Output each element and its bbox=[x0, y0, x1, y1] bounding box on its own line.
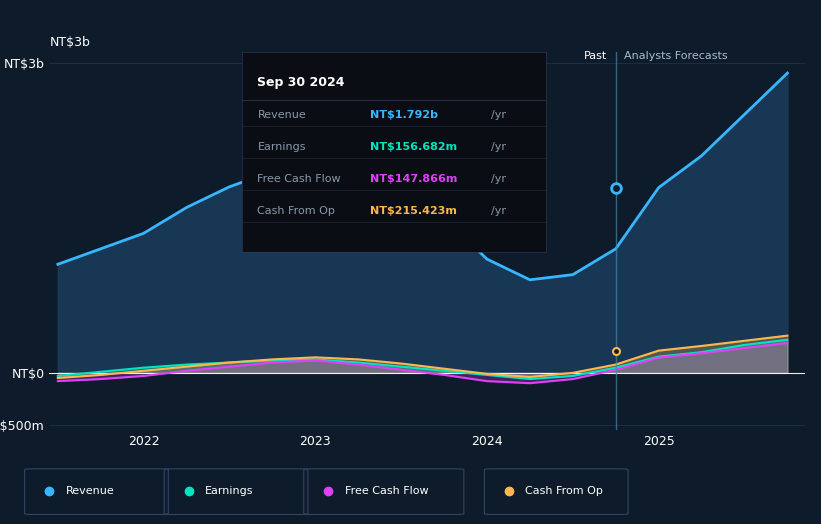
Text: NT$215.423m: NT$215.423m bbox=[369, 206, 456, 216]
Text: NT$147.866m: NT$147.866m bbox=[369, 174, 457, 184]
Text: /yr: /yr bbox=[491, 206, 507, 216]
Text: Past: Past bbox=[584, 51, 608, 61]
Text: /yr: /yr bbox=[491, 174, 507, 184]
Text: Free Cash Flow: Free Cash Flow bbox=[258, 174, 341, 184]
Text: NT$3b: NT$3b bbox=[49, 36, 90, 49]
Text: Earnings: Earnings bbox=[258, 142, 306, 152]
Text: Cash From Op: Cash From Op bbox=[525, 486, 603, 496]
Text: /yr: /yr bbox=[491, 142, 507, 152]
Text: /yr: /yr bbox=[491, 110, 507, 120]
Text: NT$1.792b: NT$1.792b bbox=[369, 110, 438, 120]
Text: Free Cash Flow: Free Cash Flow bbox=[345, 486, 429, 496]
Text: Earnings: Earnings bbox=[205, 486, 254, 496]
Text: Analysts Forecasts: Analysts Forecasts bbox=[624, 51, 728, 61]
Text: NT$156.682m: NT$156.682m bbox=[369, 142, 457, 152]
Text: Cash From Op: Cash From Op bbox=[258, 206, 335, 216]
Text: Sep 30 2024: Sep 30 2024 bbox=[258, 77, 345, 89]
Text: Revenue: Revenue bbox=[66, 486, 114, 496]
Text: Revenue: Revenue bbox=[258, 110, 306, 120]
